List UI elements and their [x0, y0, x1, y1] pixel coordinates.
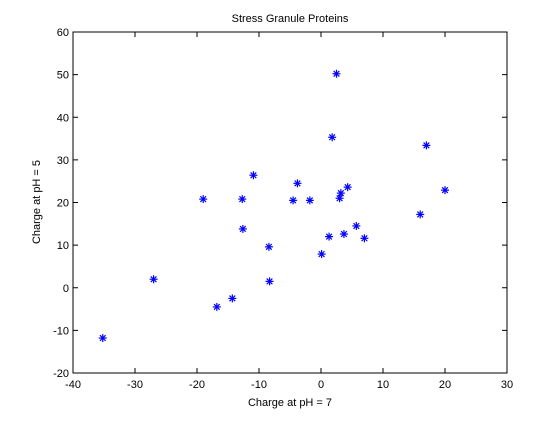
- data-point: [317, 250, 326, 259]
- x-tick-label: 20: [439, 379, 451, 391]
- x-tick-label: 30: [501, 379, 513, 391]
- data-point: [339, 230, 348, 239]
- data-point: [305, 196, 314, 205]
- data-point: [352, 221, 361, 230]
- y-tick-label: 20: [57, 198, 69, 210]
- y-tick-label: 0: [63, 283, 69, 295]
- data-point: [336, 189, 345, 198]
- data-point: [332, 69, 341, 78]
- data-point: [325, 232, 334, 241]
- data-point: [343, 183, 352, 192]
- data-point: [264, 242, 273, 251]
- data-point: [199, 195, 208, 204]
- x-tick-label: 10: [377, 379, 389, 391]
- x-tick-label: -20: [189, 379, 205, 391]
- x-tick-label: 0: [318, 379, 324, 391]
- data-point: [265, 277, 274, 286]
- axes-box: [72, 31, 508, 374]
- data-point: [289, 196, 298, 205]
- x-axis-label: Charge at pH = 7: [248, 397, 332, 409]
- data-point: [212, 302, 221, 311]
- data-point: [238, 195, 247, 204]
- data-point: [293, 179, 302, 188]
- data-point: [335, 194, 344, 203]
- y-tick-label: 40: [57, 112, 69, 124]
- x-tick-label: -30: [127, 379, 143, 391]
- y-tick-label: 30: [57, 155, 69, 167]
- data-point: [228, 294, 237, 303]
- x-tick-label: -10: [251, 379, 267, 391]
- x-axis-ticks: -40 -30 -20 -10 0 10 20 30: [65, 32, 513, 391]
- data-point: [249, 171, 258, 180]
- y-tick-label: 50: [57, 70, 69, 82]
- y-axis-ticks: -20 -10 0 10 20 30 40 50 60: [53, 27, 507, 380]
- data-point: [441, 186, 449, 195]
- data-point: [328, 133, 337, 142]
- y-tick-label: -10: [53, 325, 69, 337]
- x-tick-label: -40: [65, 379, 81, 391]
- data-point: [238, 224, 247, 233]
- data-point: [360, 234, 369, 243]
- chart-title: Stress Granule Proteins: [232, 13, 349, 25]
- data-points: [98, 69, 449, 343]
- data-point: [416, 210, 425, 219]
- y-tick-label: 60: [57, 27, 69, 39]
- y-tick-label: -20: [53, 368, 69, 380]
- y-tick-label: 10: [57, 240, 69, 252]
- data-point: [98, 334, 107, 343]
- y-axis-label: Charge at pH = 5: [31, 160, 43, 244]
- plot-area: [73, 32, 507, 373]
- data-point: [149, 275, 158, 284]
- data-point: [422, 141, 431, 150]
